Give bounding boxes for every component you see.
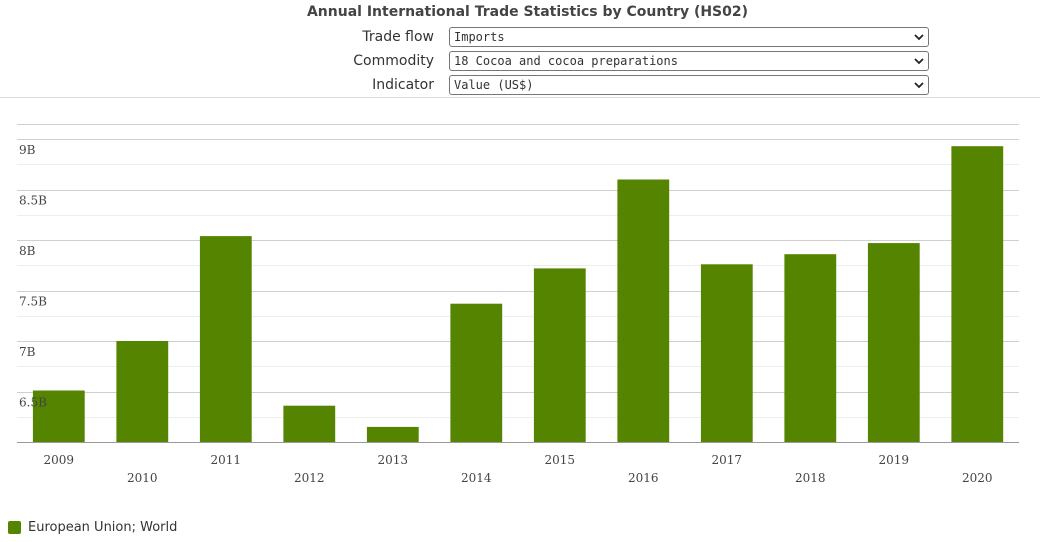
y-tick-label: 7.5B (19, 295, 47, 309)
trade-flow-select[interactable]: Imports (449, 27, 929, 47)
y-tick-label: 7B (19, 345, 36, 359)
x-tick-label: 2012 (294, 471, 325, 485)
bar (784, 254, 837, 442)
header-divider (0, 97, 1040, 98)
indicator-label: Indicator (372, 77, 434, 93)
commodity-value: 18 Cocoa and cocoa preparations (454, 54, 678, 68)
chevron-down-icon (914, 82, 924, 89)
commodity-row: Commodity 18 Cocoa and cocoa preparation… (300, 51, 930, 71)
bar (283, 405, 336, 442)
y-tick-label: 6.5B (19, 396, 47, 410)
indicator-value: Value (US$) (454, 78, 534, 92)
x-tick-label: 2014 (461, 471, 492, 485)
legend-label: European Union; World (28, 520, 178, 535)
bar (533, 268, 586, 442)
bar (617, 179, 670, 442)
x-tick-label: 2011 (211, 453, 242, 467)
bar (366, 426, 419, 442)
legend-swatch-icon (8, 521, 21, 534)
x-tick-label: 2018 (795, 471, 826, 485)
page-title: Annual International Trade Statistics by… (306, 4, 749, 20)
bar-chart: 6.5B 7B 7.5B 8B 8.5B 9B 2009 2010 2011 2012 2013 20… (17, 124, 1019, 485)
y-tick-label: 8.5B (19, 194, 47, 208)
bar (32, 390, 85, 442)
x-tick-label: 2009 (44, 453, 75, 467)
x-tick-label: 2013 (378, 453, 409, 467)
y-tick-label: 8B (19, 244, 36, 258)
chevron-down-icon (914, 58, 924, 65)
y-tick-label: 9B (19, 143, 36, 157)
indicator-row: Indicator Value (US$) (300, 75, 930, 95)
bar (700, 264, 753, 442)
x-tick-label: 2015 (545, 453, 576, 467)
trade-flow-row: Trade flow Imports (300, 27, 930, 47)
bar (450, 303, 503, 442)
bar (116, 341, 169, 442)
bar (951, 146, 1004, 442)
x-tick-label: 2010 (127, 471, 158, 485)
chevron-down-icon (914, 34, 924, 41)
commodity-label: Commodity (353, 53, 434, 69)
trade-flow-value: Imports (454, 30, 505, 44)
x-tick-label: 2017 (712, 453, 743, 467)
x-tick-label: 2016 (628, 471, 659, 485)
x-tick-label: 2020 (962, 471, 993, 485)
indicator-select[interactable]: Value (US$) (449, 75, 929, 95)
commodity-select[interactable]: 18 Cocoa and cocoa preparations (449, 51, 929, 71)
trade-flow-label: Trade flow (362, 29, 434, 45)
x-tick-label: 2019 (879, 453, 910, 467)
bar (199, 236, 252, 442)
bar (867, 243, 920, 442)
